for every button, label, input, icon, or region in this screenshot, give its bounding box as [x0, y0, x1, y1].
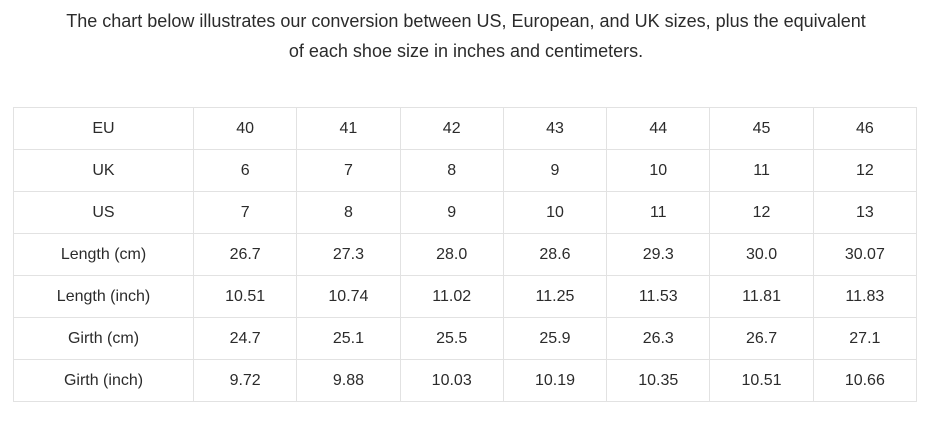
table-cell: 26.3 [606, 317, 711, 360]
size-table-body: EU 40 41 42 43 44 45 46 UK 6 7 8 9 10 11 12 US 7 8 9 10 11 12 1… [13, 107, 918, 402]
table-row: EU 40 41 42 43 44 45 46 [13, 107, 918, 150]
table-row: Girth (cm) 24.7 25.1 25.5 25.9 26.3 26.7 27.1 [13, 317, 918, 360]
row-label: US [13, 191, 194, 234]
table-cell: 12 [812, 149, 918, 192]
table-cell: 10.19 [502, 359, 608, 402]
table-cell: 28.6 [502, 233, 608, 276]
table-cell: 8 [296, 191, 401, 234]
table-cell: 26.7 [192, 233, 298, 276]
intro-line-2: of each shoe size in inches and centimet… [288, 41, 644, 61]
table-cell: 8 [399, 149, 504, 192]
table-cell: 11.25 [502, 275, 608, 318]
table-cell: 10.74 [296, 275, 401, 318]
table-cell: 11 [606, 191, 711, 234]
table-cell: 11.02 [399, 275, 504, 318]
intro-line-1: The chart below illustrates our conversi… [66, 11, 866, 31]
table-cell: 7 [192, 191, 298, 234]
row-label: UK [13, 149, 194, 192]
table-cell: 46 [812, 107, 918, 150]
table-cell: 9.72 [192, 359, 298, 402]
table-cell: 13 [812, 191, 918, 234]
table-cell: 25.5 [399, 317, 504, 360]
table-cell: 27.3 [296, 233, 401, 276]
table-cell: 10 [502, 191, 608, 234]
table-row: UK 6 7 8 9 10 11 12 [13, 149, 918, 192]
row-label: EU [13, 107, 194, 150]
table-cell: 10.51 [192, 275, 298, 318]
table-cell: 29.3 [606, 233, 711, 276]
table-cell: 7 [296, 149, 401, 192]
table-row: Length (inch) 10.51 10.74 11.02 11.25 11.53 11… [13, 275, 918, 318]
table-cell: 6 [192, 149, 298, 192]
table-cell: 12 [709, 191, 814, 234]
table-cell: 28.0 [399, 233, 504, 276]
intro-text: The chart below illustrates our conversi… [0, 0, 932, 66]
table-cell: 11.83 [812, 275, 918, 318]
table-cell: 27.1 [812, 317, 918, 360]
table-cell: 9 [399, 191, 504, 234]
table-cell: 11.53 [606, 275, 711, 318]
table-cell: 41 [296, 107, 401, 150]
row-label: Length (inch) [13, 275, 194, 318]
table-cell: 25.9 [502, 317, 608, 360]
table-cell: 10.35 [606, 359, 711, 402]
row-label: Length (cm) [13, 233, 194, 276]
table-cell: 30.0 [709, 233, 814, 276]
table-cell: 11.81 [709, 275, 814, 318]
table-cell: 43 [502, 107, 608, 150]
table-cell: 30.07 [812, 233, 918, 276]
table-cell: 24.7 [192, 317, 298, 360]
table-row: US 7 8 9 10 11 12 13 [13, 191, 918, 234]
table-cell: 25.1 [296, 317, 401, 360]
row-label: Girth (inch) [13, 359, 194, 402]
row-label: Girth (cm) [13, 317, 194, 360]
table-cell: 10 [606, 149, 711, 192]
table-cell: 10.03 [399, 359, 504, 402]
table-cell: 40 [192, 107, 298, 150]
table-cell: 44 [606, 107, 711, 150]
table-cell: 11 [709, 149, 814, 192]
table-cell: 9.88 [296, 359, 401, 402]
table-row: Length (cm) 26.7 27.3 28.0 28.6 29.3 30.0 30.07 [13, 233, 918, 276]
table-cell: 9 [502, 149, 608, 192]
table-cell: 45 [709, 107, 814, 150]
size-conversion-table: EU 40 41 42 43 44 45 46 UK 6 7 8 9 10 11 12 US 7 8 9 10 11 12 1… [13, 107, 918, 402]
table-cell: 42 [399, 107, 504, 150]
table-cell: 10.51 [709, 359, 814, 402]
table-cell: 10.66 [812, 359, 918, 402]
table-row: Girth (inch) 9.72 9.88 10.03 10.19 10.35 10.51… [13, 359, 918, 402]
table-cell: 26.7 [709, 317, 814, 360]
